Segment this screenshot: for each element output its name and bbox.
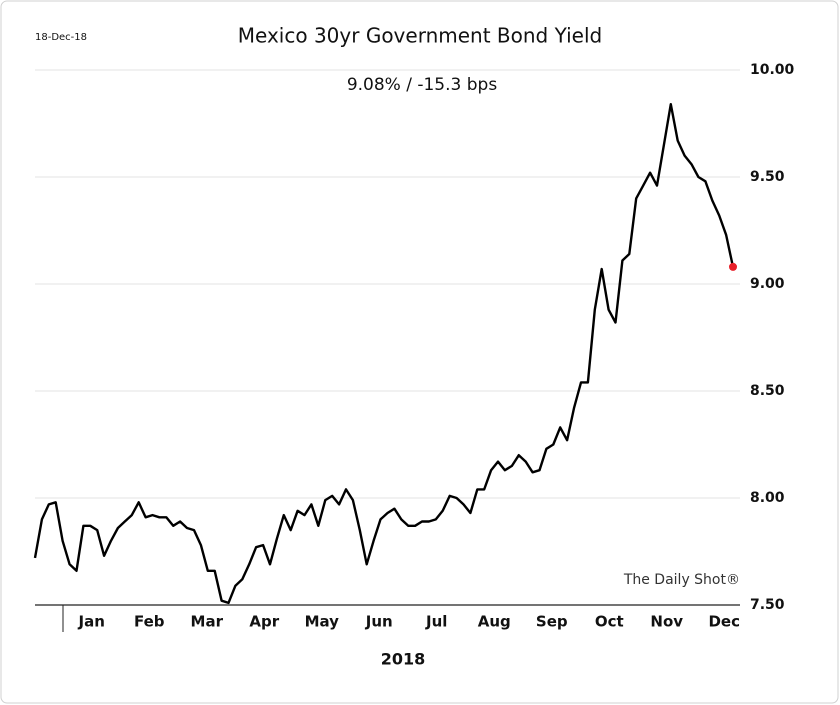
x-tick-label: Sep	[536, 613, 568, 631]
x-tick-label: Jan	[78, 613, 105, 631]
x-tick-label: Jul	[425, 613, 447, 631]
y-tick-label: 7.50	[750, 597, 785, 613]
x-tick-label: Dec	[708, 613, 740, 631]
x-tick-label: Jun	[365, 613, 393, 631]
x-tick-label: Apr	[249, 613, 279, 631]
source: The Daily Shot®	[623, 572, 740, 588]
x-axis-label: 2018	[381, 650, 426, 669]
date-stamp: 18-Dec-18	[35, 32, 87, 43]
y-tick-label: 10.00	[750, 62, 795, 78]
x-tick-label: Mar	[191, 613, 224, 631]
x-tick-label: Feb	[134, 613, 165, 631]
x-tick-label: Oct	[595, 613, 624, 631]
line	[33, 103, 735, 605]
last-point	[729, 262, 737, 271]
x-tick-label: Aug	[478, 613, 511, 631]
x-tick-label: May	[305, 613, 340, 631]
chart-title: Mexico 30yr Government Bond Yield	[238, 24, 602, 48]
y-tick-label: 8.50	[750, 383, 785, 399]
y-tick-label: 9.50	[750, 169, 785, 185]
chart-subtitle: 9.08% / -15.3 bps	[347, 75, 498, 95]
x-tick-label: Nov	[650, 613, 683, 631]
y-tick-label: 9.00	[750, 276, 785, 292]
y-tick-label: 8.00	[750, 490, 785, 506]
